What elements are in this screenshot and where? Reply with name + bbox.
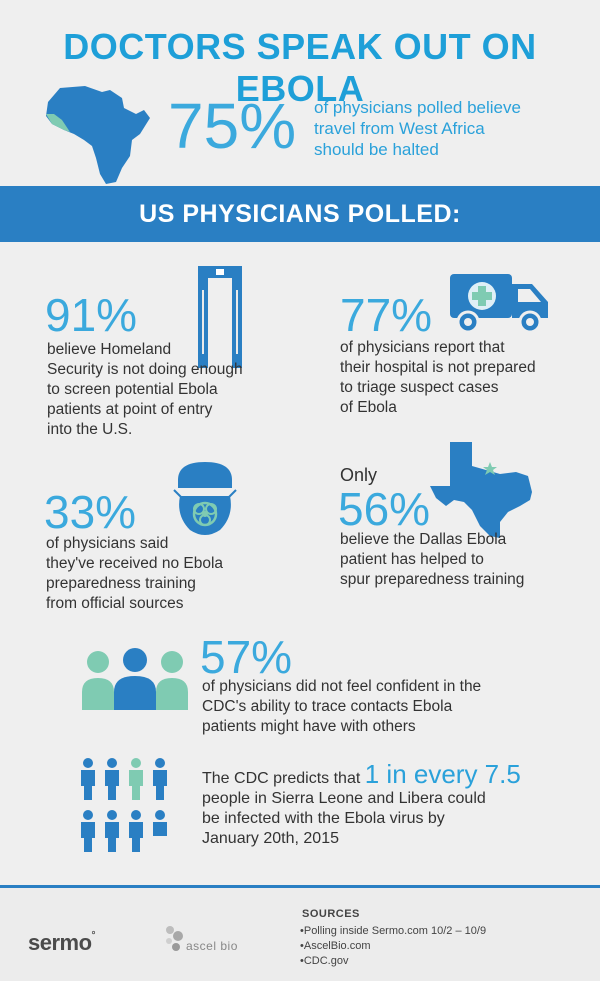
cdc-highlight: 1 in every 7.5 xyxy=(364,759,521,789)
stat56-line: patient has helped to xyxy=(340,551,484,568)
stat56-text: believe the Dallas Ebola patient has hel… xyxy=(340,530,524,590)
texas-map-icon xyxy=(428,440,538,540)
stat91-line: believe Homeland xyxy=(47,341,172,358)
stat56-line: believe the Dallas Ebola xyxy=(340,531,507,548)
stat91-line: patients at point of entry xyxy=(47,401,213,418)
stat57-percent: 57% xyxy=(200,631,293,683)
stat77-line: of physicians report that xyxy=(340,339,505,356)
stat57-text: of physicians did not feel confident in … xyxy=(202,677,481,737)
stat91-percent: 91% xyxy=(45,289,138,341)
page-title: DOCTORS SPEAK OUT ON EBOLA xyxy=(63,26,537,109)
stat91-line: to screen potential Ebola xyxy=(47,381,218,398)
people-group-icon xyxy=(80,648,190,710)
stat91-line: Security is not doing enough xyxy=(47,361,243,378)
stat33-text: of physicians said they've received no E… xyxy=(46,534,223,614)
cdc-text: The CDC predicts that 1 in every 7.5 peo… xyxy=(202,761,521,849)
ascel-bio-logo xyxy=(162,924,186,952)
hero-text: of physicians polled believe travel from… xyxy=(314,97,521,160)
section-banner: US PHYSICIANS POLLED: xyxy=(0,186,600,242)
sources-list: •Polling inside Sermo.com 10/2 – 10/9 •A… xyxy=(300,924,486,969)
stat57-line: patients might have with others xyxy=(202,718,416,735)
stat56-line: spur preparedness training xyxy=(340,571,525,588)
stat33-line: from official sources xyxy=(46,595,184,612)
source-item: •Polling inside Sermo.com 10/2 – 10/9 xyxy=(300,925,487,937)
hero-line: travel from West Africa xyxy=(314,119,485,138)
banner-label: US PHYSICIANS POLLED: xyxy=(139,199,461,228)
stat56-percent: 56% xyxy=(338,483,431,535)
sermo-logo: sermo° xyxy=(28,930,96,955)
cdc-line: be infected with the Ebola virus by xyxy=(202,810,445,827)
footer-divider xyxy=(0,885,600,888)
stat33-line: they've received no Ebola xyxy=(46,555,224,572)
hero-line: should be halted xyxy=(314,140,439,159)
stat57-line: of physicians did not feel confident in … xyxy=(202,678,482,695)
hero-line: of physicians polled believe xyxy=(314,98,521,117)
stat33-percent: 33% xyxy=(44,486,137,538)
stat77-line: their hospital is not prepared xyxy=(340,359,536,376)
metal-detector-icon xyxy=(196,262,244,368)
hero-percent: 75% xyxy=(168,90,297,162)
africa-map-icon xyxy=(40,84,158,186)
stat77-text: of physicians report that their hospital… xyxy=(340,338,536,418)
stat33-line: preparedness training xyxy=(46,575,196,592)
ascel-bio-logo-text: ascel bio xyxy=(186,939,238,953)
stat56-prefix: Only xyxy=(340,465,378,485)
population-figures-icon xyxy=(78,758,178,854)
source-item: •CDC.gov xyxy=(300,955,349,967)
cdc-line: January 20th, 2015 xyxy=(202,830,339,847)
sources-title: SOURCES xyxy=(302,908,360,920)
stat33-line: of physicians said xyxy=(46,535,169,552)
stat77-line: to triage suspect cases xyxy=(340,379,499,396)
footer xyxy=(0,888,600,981)
ambulance-icon xyxy=(448,272,552,334)
cdc-prefix: The CDC predicts that xyxy=(202,770,361,787)
stat91-line: into the U.S. xyxy=(47,421,133,438)
cdc-first-line: The CDC predicts that 1 in every 7.5 xyxy=(202,761,521,789)
stat91-text: believe Homeland Security is not doing e… xyxy=(47,340,243,440)
source-item: •AscelBio.com xyxy=(300,940,371,952)
stat57-line: CDC's ability to trace contacts Ebola xyxy=(202,698,453,715)
sermo-logo-text: sermo xyxy=(28,930,92,955)
stat77-percent: 77% xyxy=(340,289,433,341)
stat77-line: of Ebola xyxy=(340,399,397,416)
cdc-line: people in Sierra Leone and Libera could xyxy=(202,790,486,807)
doctor-mask-icon xyxy=(172,460,238,538)
